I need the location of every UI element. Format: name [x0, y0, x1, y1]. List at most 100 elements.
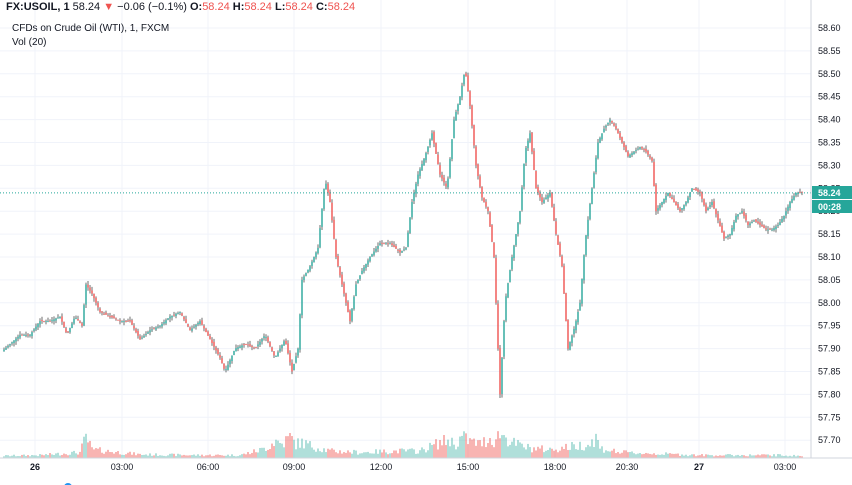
candle-body [735, 215, 737, 222]
candle-body [47, 321, 49, 323]
volume-bar [645, 452, 647, 458]
volume-bar [359, 453, 361, 458]
candle-body [437, 154, 439, 165]
volume-bar [369, 453, 371, 458]
candle-body [307, 269, 309, 273]
volume-bar [299, 447, 301, 458]
candle-body [171, 315, 173, 318]
volume-bar [85, 433, 87, 458]
candle-body [365, 263, 367, 268]
volume-bar [783, 456, 785, 458]
volume-bar [333, 449, 335, 458]
candle-body [331, 202, 333, 221]
volume-bar [679, 455, 681, 458]
volume-bar [513, 437, 515, 458]
candle-body [391, 243, 393, 246]
volume-indicator-label[interactable]: Vol (20) [12, 37, 47, 48]
volume-bar [795, 456, 797, 458]
y-tick-label: 58.30 [818, 160, 841, 170]
candle-body [125, 321, 127, 323]
candle-body [207, 331, 209, 336]
volume-bar [693, 454, 695, 458]
candle-body [567, 319, 569, 349]
time-axis[interactable]: 26 03:00 06:00 09:00 12:00 15:00 18:00 20:30 27 0… [30, 462, 796, 472]
candle-body [583, 255, 585, 281]
volume-bar [171, 453, 173, 458]
volume-bar [683, 455, 685, 458]
volume-bar [95, 448, 97, 458]
volume-bar [593, 447, 595, 458]
volume-bar [643, 453, 645, 458]
y-tick-label: 57.70 [818, 435, 841, 445]
volume-bar [77, 454, 79, 458]
volume-bar [107, 449, 109, 458]
volume-bar [297, 438, 299, 458]
volume-bar [751, 455, 753, 458]
volume-bar [83, 436, 85, 458]
candle-body [429, 139, 431, 146]
volume-bar [671, 453, 673, 458]
volume-bar [175, 456, 177, 458]
volume-bar [59, 455, 61, 458]
volume-bar [383, 449, 385, 458]
volume-bar [167, 455, 169, 458]
volume-bar [561, 446, 563, 458]
price-axis[interactable]: 58.6058.5558.5058.4558.4058.3558.3058.25… [818, 23, 841, 445]
candle-body [233, 350, 235, 356]
candle-body [195, 324, 197, 327]
volume-bar [257, 452, 259, 458]
candle-body [549, 192, 551, 197]
volume-bar [231, 454, 233, 458]
candle-body [521, 187, 523, 210]
volume-bar [617, 452, 619, 458]
volume-bar [457, 446, 459, 458]
volume-bar [503, 435, 505, 458]
candle-body [315, 252, 317, 258]
candle-body [79, 321, 81, 324]
candle-body [383, 243, 385, 245]
volume-bar [667, 453, 669, 458]
volume-bar [381, 452, 383, 458]
volume-bar [417, 453, 419, 458]
volume-bar [353, 449, 355, 458]
series-title[interactable]: CFDs on Crude Oil (WTI), 1, FXCM [12, 23, 170, 34]
volume-bar [255, 452, 257, 458]
volume-bar [585, 447, 587, 458]
candle-body [519, 211, 521, 223]
candle-body [691, 188, 693, 192]
volume-bar [289, 433, 291, 458]
y-tick-label: 57.95 [818, 321, 841, 331]
volume-bar [125, 454, 127, 458]
volume-bar [425, 452, 427, 458]
volume-bar [211, 456, 213, 458]
volume-bar [707, 454, 709, 458]
volume-bar [193, 454, 195, 458]
volume-bar [235, 456, 237, 458]
volume-bar [375, 449, 377, 458]
volume-bar [635, 454, 637, 458]
y-tick-label: 58.15 [818, 229, 841, 239]
candle-body [665, 195, 667, 201]
volume-bar [309, 441, 311, 458]
volume-bar [223, 455, 225, 458]
candle-body [739, 212, 741, 214]
candle-body [749, 223, 751, 226]
y-tick-label: 58.05 [818, 275, 841, 285]
candle-body [507, 283, 509, 298]
x-tick-label: 12:00 [370, 462, 393, 472]
volume-bar [611, 450, 613, 458]
volume-bar [187, 455, 189, 458]
symbol-label[interactable]: FX:USOIL, 1 [6, 1, 70, 13]
candle-body [191, 328, 193, 331]
candle-body [575, 321, 577, 331]
candle-body [201, 320, 203, 325]
volume-bar [529, 447, 531, 458]
candle-body [457, 104, 459, 112]
candle-body [417, 174, 419, 184]
candle-body [553, 207, 555, 221]
candle-body [501, 357, 503, 394]
candle-body [271, 347, 273, 351]
volume-bar [551, 448, 553, 458]
candle-body [205, 328, 207, 333]
